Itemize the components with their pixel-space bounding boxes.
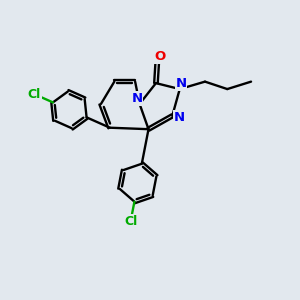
Text: Cl: Cl (124, 215, 137, 228)
Text: O: O (155, 50, 166, 63)
Text: N: N (132, 92, 143, 105)
Text: N: N (173, 111, 184, 124)
Text: N: N (176, 77, 187, 90)
Text: Cl: Cl (28, 88, 41, 101)
